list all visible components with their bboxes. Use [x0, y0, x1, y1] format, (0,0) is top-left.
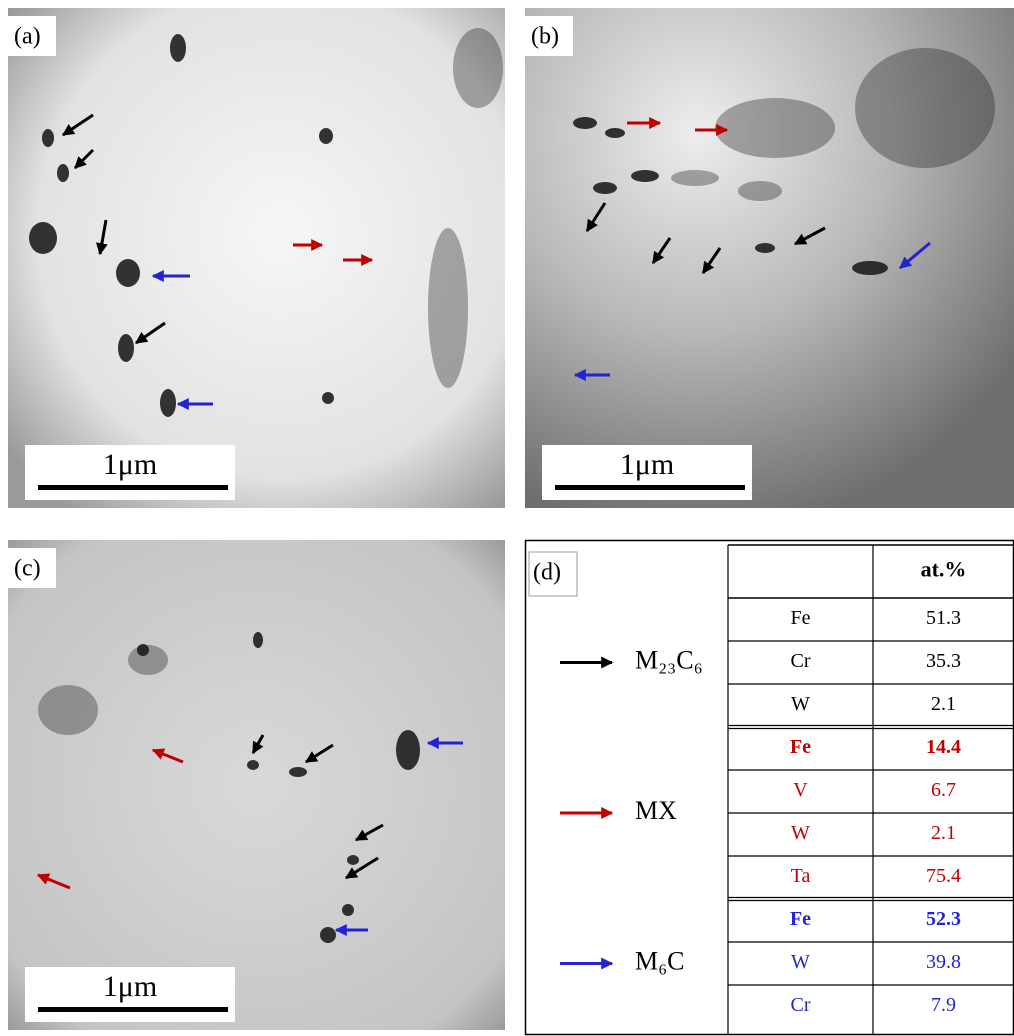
precipitate	[319, 128, 333, 144]
precipitate	[396, 730, 420, 770]
phase-name: MX	[635, 796, 677, 825]
scale-bar-label: 1μm	[103, 970, 157, 1003]
scale-bar	[38, 1007, 228, 1012]
precipitate	[118, 334, 134, 362]
phase-name: M₂₃C₆	[635, 645, 703, 674]
precipitate	[715, 98, 835, 158]
precipitate	[247, 760, 259, 770]
element-cell: W	[791, 951, 810, 973]
micrograph-panel: (c) 1μm	[8, 540, 505, 1030]
scale-bar	[38, 485, 228, 490]
precipitate	[453, 28, 503, 108]
value-cell: 6.7	[931, 779, 956, 801]
value-cell: 2.1	[931, 693, 956, 715]
precipitate	[253, 632, 263, 648]
element-cell: Fe	[791, 607, 811, 629]
value-cell: 35.3	[926, 650, 961, 672]
precipitate	[29, 222, 57, 254]
micrograph-panel: (a) 1μm	[8, 8, 505, 508]
value-cell: 39.8	[926, 951, 961, 973]
precipitate	[42, 129, 54, 147]
micrograph-image	[8, 8, 505, 508]
panel-label: (d)	[533, 560, 561, 586]
value-cell: 51.3	[926, 607, 961, 629]
element-cell: Fe	[790, 736, 811, 758]
micrograph-panel: (b) 1μm	[525, 8, 1014, 508]
element-cell: W	[791, 822, 810, 844]
precipitate	[428, 228, 468, 388]
precipitate	[57, 164, 69, 182]
panel-label: (a)	[14, 24, 41, 50]
precipitate	[852, 261, 888, 275]
element-cell: W	[791, 693, 810, 715]
precipitate	[289, 767, 307, 777]
precipitate	[605, 128, 625, 138]
precipitate	[593, 182, 617, 194]
precipitate	[855, 48, 995, 168]
precipitate	[160, 389, 176, 417]
element-cell: Ta	[791, 865, 811, 887]
value-cell: 7.9	[931, 994, 956, 1016]
panel-label: (c)	[14, 556, 41, 582]
precipitate	[170, 34, 186, 62]
precipitate	[573, 117, 597, 129]
value-cell: 75.4	[926, 865, 961, 887]
element-cell: Cr	[791, 994, 811, 1016]
precipitate	[342, 904, 354, 916]
table-header: at.%	[921, 557, 967, 582]
precipitate	[322, 392, 334, 404]
precipitate	[347, 855, 359, 865]
precipitate	[755, 243, 775, 253]
value-cell: 14.4	[926, 736, 961, 758]
phase-name: M₆C	[635, 946, 685, 975]
precipitate	[116, 259, 140, 287]
scale-bar	[555, 485, 745, 490]
precipitate	[671, 170, 719, 186]
element-cell: V	[793, 779, 808, 801]
precipitate	[128, 645, 168, 675]
scale-bar-label: 1μm	[103, 448, 157, 481]
scale-bar-label: 1μm	[620, 448, 674, 481]
element-cell: Cr	[791, 650, 811, 672]
panel-label: (b)	[531, 24, 559, 50]
precipitate	[320, 927, 336, 943]
value-cell: 2.1	[931, 822, 956, 844]
figure: (a) 1μm (b) 1μm (c) 1μm (d) at.% Fe 51.3 Cr 35.3 W 2.…	[0, 0, 1014, 1036]
precipitate	[631, 170, 659, 182]
precipitate	[738, 181, 782, 201]
micrograph-image	[8, 540, 505, 1030]
precipitate	[38, 685, 98, 735]
value-cell: 52.3	[926, 908, 961, 930]
element-cell: Fe	[790, 908, 811, 930]
